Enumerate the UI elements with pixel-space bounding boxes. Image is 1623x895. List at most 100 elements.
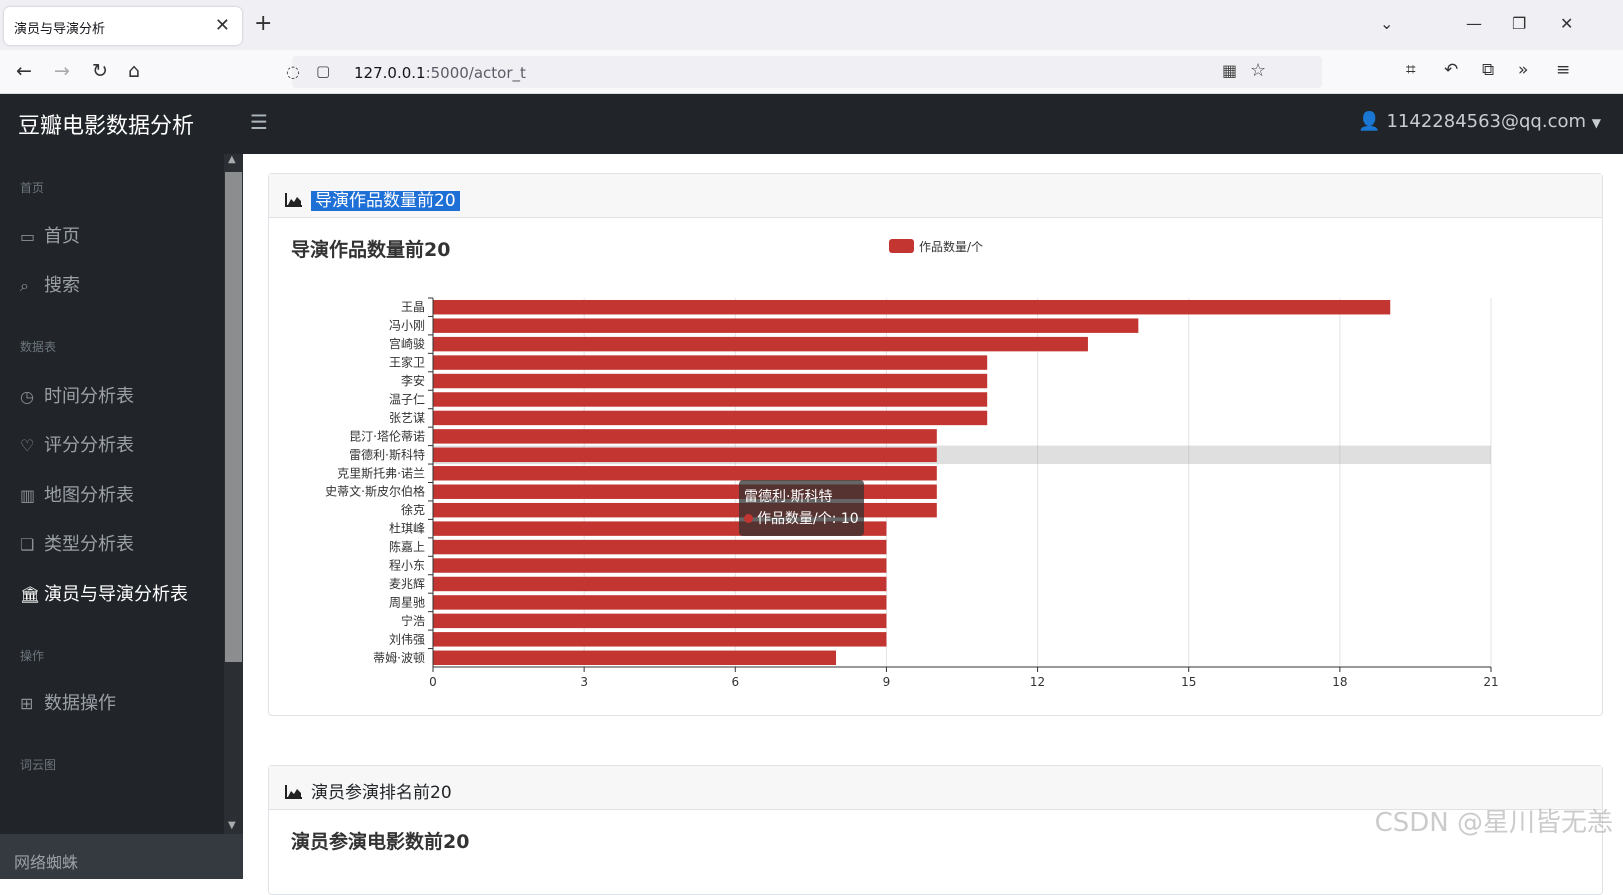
qr-code-icon[interactable]: ▦ xyxy=(1222,61,1237,80)
x-tick-label: 21 xyxy=(1483,675,1498,689)
bar[interactable] xyxy=(433,411,987,425)
bar[interactable] xyxy=(433,392,987,406)
url-path: :5000/actor_t xyxy=(426,64,526,82)
back-arrow-icon[interactable]: ← xyxy=(16,60,32,82)
browser-tab[interactable]: 演员与导演分析 ✕ xyxy=(4,7,242,45)
bar[interactable] xyxy=(433,632,886,646)
more-tools-icon[interactable]: » xyxy=(1518,60,1528,80)
sidebar-toggle-icon[interactable]: ☰ xyxy=(250,110,268,134)
bar[interactable] xyxy=(433,466,937,480)
bar[interactable] xyxy=(433,595,886,609)
tab-close-icon[interactable]: ✕ xyxy=(215,15,230,36)
sidebar-item-actor-director[interactable]: 🏛演员与导演分析表 xyxy=(20,580,188,606)
monitor-icon: ▭ xyxy=(20,227,44,246)
sidebar-item-time[interactable]: ◷时间分析表 xyxy=(20,382,134,408)
x-tick-label: 9 xyxy=(883,675,891,689)
search-icon: ⌕ xyxy=(20,276,44,296)
y-category-label: 宫崎骏 xyxy=(389,336,425,351)
forward-arrow-icon[interactable]: → xyxy=(54,60,70,82)
y-category-label: 昆汀·塔伦蒂诺 xyxy=(349,428,425,443)
screenshot-icon[interactable]: ⌗ xyxy=(1406,60,1416,80)
caret-down-icon: ▼ xyxy=(1592,116,1601,130)
user-icon: 👤 xyxy=(1358,111,1380,132)
sidebar: 首页 ▭首页 ⌕搜索 数据表 ◷时间分析表 ♡评分分析表 ▥地图分析表 ❏类型分… xyxy=(0,154,243,879)
sidebar-item-label: 时间分析表 xyxy=(44,386,134,407)
columns-icon: ▥ xyxy=(20,486,44,505)
sidebar-item-home[interactable]: ▭首页 xyxy=(20,222,80,248)
sidebar-item-data-ops[interactable]: ⊞数据操作 xyxy=(20,689,116,715)
undo-icon[interactable]: ↶ xyxy=(1444,60,1458,80)
url-text[interactable]: 127.0.0.1:5000/actor_t xyxy=(354,64,526,82)
x-tick-label: 6 xyxy=(731,675,739,689)
scroll-thumb[interactable] xyxy=(225,172,242,662)
sidebar-item-search[interactable]: ⌕搜索 xyxy=(20,271,80,297)
watermark: CSDN @星川皆无恙 xyxy=(1375,802,1613,839)
sidebar-item-type[interactable]: ❏类型分析表 xyxy=(20,530,134,556)
reload-icon[interactable]: ↻ xyxy=(92,60,108,82)
sidebar-heading-operations: 操作 xyxy=(20,647,44,664)
sidebar-item-label: 搜索 xyxy=(44,275,80,296)
browser-nav-bar: ← → ↻ ⌂ ◌ ▢ 127.0.0.1:5000/actor_t ▦ ☆ ⌗… xyxy=(0,50,1623,94)
home-icon[interactable]: ⌂ xyxy=(128,60,140,82)
bar[interactable] xyxy=(433,300,1390,314)
scroll-down-icon[interactable]: ▼ xyxy=(228,820,236,831)
bar[interactable] xyxy=(433,577,886,591)
legend-label: 作品数量/个 xyxy=(919,240,983,254)
area-chart-icon xyxy=(285,785,303,799)
extensions-icon[interactable]: ⧉ xyxy=(1482,60,1494,80)
new-tab-icon[interactable]: + xyxy=(254,11,272,36)
sidebar-item-rating[interactable]: ♡评分分析表 xyxy=(20,431,134,457)
bar[interactable] xyxy=(433,429,937,443)
chart-legend[interactable]: 作品数量/个 xyxy=(889,238,983,255)
y-category-label: 宁浩 xyxy=(401,613,425,628)
sidebar-item-map[interactable]: ▥地图分析表 xyxy=(20,481,134,507)
y-category-label: 杜琪峰 xyxy=(389,521,425,536)
bar[interactable] xyxy=(433,355,987,369)
tooltip-title: 雷德利·斯科特 xyxy=(744,486,859,508)
bar[interactable] xyxy=(433,374,987,388)
sidebar-scrollbar[interactable]: ▲ ▼ xyxy=(224,154,243,834)
bar[interactable] xyxy=(433,318,1138,332)
y-category-label: 刘伟强 xyxy=(389,632,425,646)
sidebar-item-label: 评分分析表 xyxy=(44,435,134,456)
bar[interactable] xyxy=(433,558,886,572)
scroll-up-icon[interactable]: ▲ xyxy=(228,154,236,165)
sidebar-item-label: 演员与导演分析表 xyxy=(44,584,188,605)
minimize-icon[interactable]: — xyxy=(1466,14,1482,33)
chart-title: 演员参演电影数前20 xyxy=(291,827,469,854)
bar[interactable] xyxy=(433,614,886,628)
bookmark-star-icon[interactable]: ☆ xyxy=(1250,60,1266,81)
card-header: 导演作品数量前20 xyxy=(269,174,1602,218)
y-category-label: 王家卫 xyxy=(389,355,425,370)
user-dropdown[interactable]: 👤 1142284563@qq.com ▼ xyxy=(1358,111,1601,132)
restore-icon[interactable]: ❐ xyxy=(1512,14,1526,33)
close-window-icon[interactable]: ✕ xyxy=(1560,14,1573,33)
bar[interactable] xyxy=(433,448,937,462)
bar[interactable] xyxy=(433,651,836,665)
tab-list-chevron-icon[interactable]: ⌄ xyxy=(1380,14,1393,33)
card-title: 导演作品数量前20 xyxy=(311,191,460,211)
bar[interactable] xyxy=(433,540,886,554)
sidebar-heading-home: 首页 xyxy=(20,179,44,196)
y-category-label: 雷德利·斯科特 xyxy=(349,447,425,462)
table-icon: ⊞ xyxy=(20,694,44,713)
user-email: 1142284563@qq.com xyxy=(1386,111,1586,132)
tab-title: 演员与导演分析 xyxy=(14,22,105,37)
brand-title[interactable]: 豆瓣电影数据分析 xyxy=(18,108,194,140)
copy-icon: ❏ xyxy=(20,535,44,554)
tooltip-dot xyxy=(744,514,753,523)
bank-icon: 🏛 xyxy=(20,585,44,604)
y-category-label: 温子仁 xyxy=(389,392,425,406)
y-category-label: 周星驰 xyxy=(389,595,425,609)
sidebar-item-label: 数据操作 xyxy=(44,693,116,714)
url-bar[interactable]: ◌ ▢ 127.0.0.1:5000/actor_t ▦ ☆ xyxy=(292,56,1322,88)
x-tick-label: 15 xyxy=(1181,675,1196,689)
y-category-label: 张艺谋 xyxy=(389,411,425,425)
y-category-label: 冯小刚 xyxy=(389,319,425,333)
app-menu-icon[interactable]: ≡ xyxy=(1556,60,1570,80)
chart-title: 导演作品数量前20 xyxy=(291,235,450,262)
bar[interactable] xyxy=(433,337,1088,351)
